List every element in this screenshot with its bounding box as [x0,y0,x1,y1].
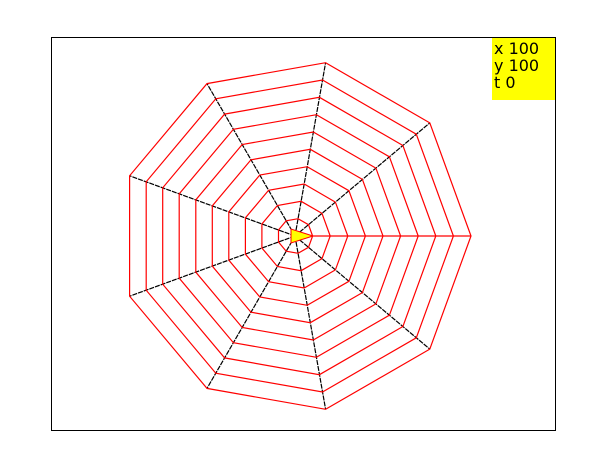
t-readout: t 0 [494,74,555,91]
turtle-arrow-icon [290,228,315,244]
y-readout: y 100 [494,57,555,74]
web-ring [277,218,314,254]
turtle-cursor [290,228,315,244]
y-label: y [494,56,504,75]
t-value: 0 [505,73,516,92]
x-label: x [494,39,504,58]
y-value: 100 [508,56,540,75]
x-readout: x 100 [494,40,555,57]
web-ring [244,183,349,289]
web-ring [195,131,402,341]
web-ring [162,96,437,376]
t-label: t [494,73,501,92]
turtle-status-panel: x 100 y 100 t 0 [492,38,555,100]
web-ring [178,114,419,358]
web-ring [129,62,472,410]
x-value: 100 [508,39,540,58]
web-ring [211,148,384,324]
web-ring [261,200,331,272]
web-ring [145,79,455,393]
web-ring [228,166,367,306]
web-rings [129,62,472,410]
